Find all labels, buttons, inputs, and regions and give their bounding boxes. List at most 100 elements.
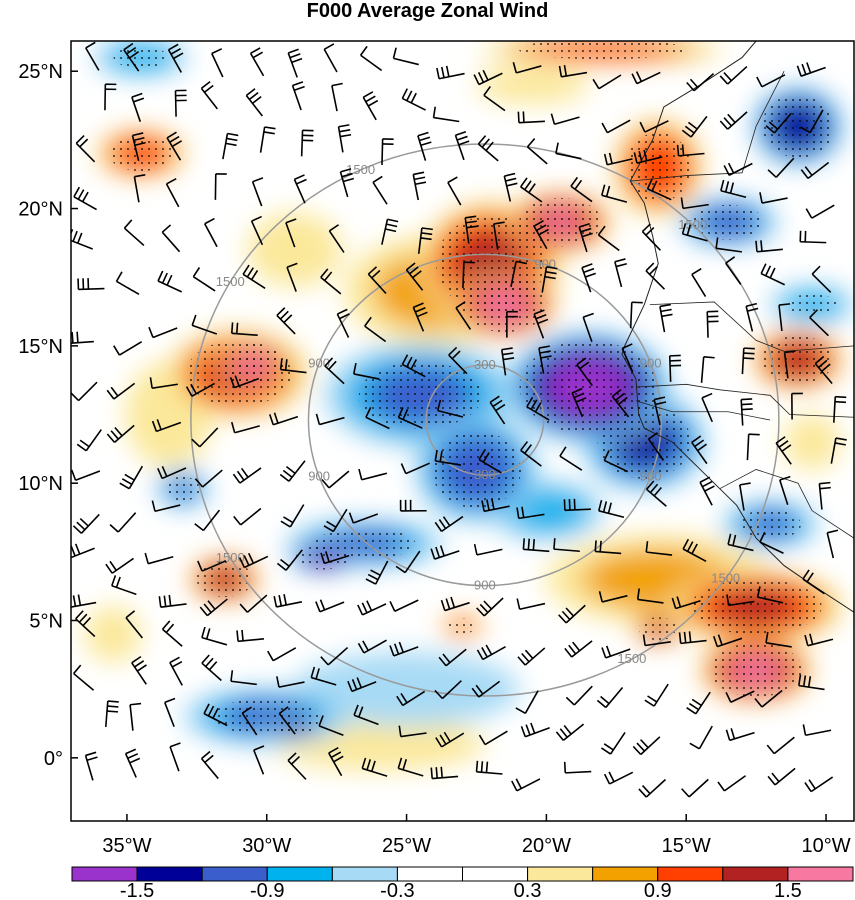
wind-barb [681, 778, 709, 798]
wind-barb [169, 742, 181, 772]
wind-barb [515, 690, 539, 714]
wind-barb [800, 161, 830, 180]
wind-barb [133, 174, 146, 203]
wind-barb [131, 132, 146, 161]
wind-barb [701, 392, 713, 423]
wind-barb [199, 598, 228, 617]
stipple-region [431, 430, 522, 509]
wind-barb [510, 260, 528, 287]
wind-barb [440, 596, 470, 612]
range-ring-label: 900 [640, 469, 662, 484]
map-title: F000 Average Zonal Wind [306, 0, 549, 22]
range-ring-label: 1500 [617, 651, 646, 666]
wind-barb [148, 326, 178, 339]
wind-barb [600, 732, 626, 755]
wind-barb [144, 552, 174, 565]
wind-barb [746, 433, 760, 461]
wind-barb [511, 778, 541, 792]
wind-barb [398, 725, 427, 738]
range-ring-label: 300 [474, 357, 496, 372]
wind-barb [720, 179, 747, 199]
wind-barb [506, 310, 518, 338]
wind-barb [805, 204, 835, 219]
wind-barb [276, 307, 296, 335]
wind-barb [230, 322, 258, 337]
wind-barb [818, 481, 831, 510]
wind-barb [601, 119, 631, 134]
range-ring-label: 1500 [678, 217, 707, 232]
wind-barb [454, 130, 470, 161]
wind-barb [809, 309, 829, 337]
wind-barb [645, 541, 673, 556]
wind-barb [328, 746, 344, 777]
wind-barb [512, 62, 542, 74]
wind-barb [476, 644, 506, 661]
wind-barb [597, 225, 620, 252]
lat-tick-label: 20°N [18, 199, 63, 221]
stipple-region [113, 46, 169, 69]
range-ring-label: 900 [534, 256, 556, 271]
wind-barb [85, 41, 100, 71]
wind-barb [645, 480, 667, 507]
wind-barb [500, 347, 515, 376]
wind-barb [473, 69, 503, 86]
wind-barb [357, 639, 387, 654]
wind-barb [522, 538, 550, 553]
wind-barb [417, 227, 433, 254]
wind-barb [75, 135, 96, 163]
wind-barb [362, 91, 379, 121]
wind-barb [541, 266, 558, 293]
wind-barb [826, 529, 839, 559]
colorbar-swatch [136, 866, 203, 882]
wind-barb [214, 173, 227, 200]
wind-barb [715, 237, 742, 253]
wind-barb [745, 302, 759, 332]
wind-barb [596, 687, 624, 709]
colorbar: -1.5 -0.9 -0.3 0.3 0.9 1.5 [71, 866, 854, 900]
wind-barb [633, 149, 663, 164]
wind-barb [191, 314, 218, 335]
wind-barb [151, 419, 182, 433]
wind-barb [632, 736, 661, 756]
stipple-region [448, 618, 477, 634]
wind-barb [638, 778, 667, 798]
country-border [630, 71, 785, 182]
wind-barb [791, 392, 803, 420]
wind-barb [686, 691, 711, 715]
wind-barb [473, 543, 503, 556]
wind-barb [401, 88, 426, 111]
country-border [635, 400, 771, 421]
wind-barb [559, 446, 583, 471]
wind-barb [738, 482, 751, 511]
wind-barb [767, 767, 796, 786]
wind-barb [347, 677, 377, 693]
stipple-region [222, 343, 283, 387]
wind-barb [804, 633, 834, 647]
stipple-region [626, 132, 691, 203]
wind-barb [581, 263, 596, 293]
wind-barb [323, 508, 348, 533]
wind-barb [106, 382, 136, 400]
colorbar-swatch [527, 866, 594, 882]
stipple-region [692, 204, 764, 240]
wind-barb [337, 124, 352, 153]
wind-barb [603, 771, 634, 785]
wind-barb [755, 240, 783, 253]
wind-barb [365, 407, 390, 430]
wind-barb [230, 421, 260, 434]
lon-tick-label: 15°W [662, 835, 711, 857]
wind-barb [700, 356, 715, 383]
stipple-region [739, 509, 801, 540]
wind-barb [71, 229, 93, 250]
stipple-region [519, 197, 602, 247]
wind-barb [641, 223, 662, 251]
wind-barb [321, 470, 350, 489]
wind-barb [462, 261, 475, 289]
wind-barb [315, 413, 345, 426]
wind-barb [233, 507, 262, 526]
wind-barb [447, 176, 462, 206]
wind-barb [197, 560, 227, 572]
wind-barb [621, 343, 634, 373]
wind-barb [318, 715, 344, 736]
wind-barb [802, 569, 825, 595]
